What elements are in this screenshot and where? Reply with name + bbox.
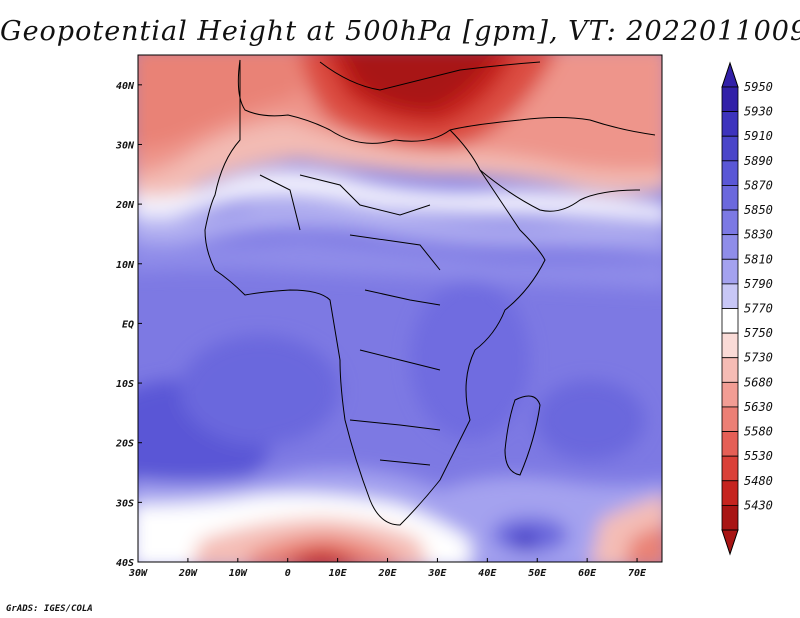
lat-tick-label: 40N [116, 81, 135, 92]
colorbar-swatch [721, 209, 739, 236]
colorbar-bottom-arrow [721, 529, 739, 556]
colorbar-swatch [721, 258, 739, 285]
colorbar-swatch [721, 86, 739, 113]
lat-tick-label: 40S [116, 558, 134, 569]
lon-tick-label: 30E [427, 568, 447, 579]
colorbar-swatch [721, 111, 739, 137]
longitude-axis: 30W 20W 10W 0 10E 20E 30E 40E 50E 60E 70E [128, 558, 647, 579]
colorbar-label: 5480 [744, 474, 773, 488]
colorbar-swatch [721, 234, 739, 260]
colorbar-label: 5680 [744, 375, 773, 389]
height-field [138, 55, 662, 562]
colorbar-label: 5530 [744, 449, 773, 463]
lon-tick-label: 60E [578, 568, 597, 579]
colorbar-label: 5430 [744, 498, 773, 512]
plot-frame [137, 54, 663, 563]
colorbar-label: 5950 [744, 80, 773, 94]
colorbar-label: 5770 [744, 302, 773, 316]
colorbar-label: 5750 [744, 326, 773, 340]
colorbar-label: 5930 [744, 105, 773, 119]
colorbar-swatch [721, 381, 739, 408]
lat-tick-label: 10N [116, 260, 135, 271]
coastlines [204, 59, 656, 526]
colorbar-label: 5790 [744, 277, 773, 291]
lon-tick-label: 0 [285, 568, 291, 579]
lat-tick-label: EQ [122, 319, 134, 330]
colorbar-swatch [721, 455, 739, 482]
colorbar-label: 5910 [744, 129, 773, 143]
lon-tick-label: 70E [628, 568, 647, 579]
colorbar-swatch [721, 185, 739, 211]
lon-tick-label: 20W [178, 568, 198, 579]
lat-tick-label: 20N [115, 200, 135, 211]
colorbar-swatch [721, 160, 739, 186]
lon-tick-label: 10E [329, 568, 348, 579]
colorbar-label: 5870 [744, 178, 773, 192]
lon-tick-label: 20E [377, 568, 397, 579]
colorbar-swatch [721, 406, 739, 432]
colorbar-label: 5810 [744, 252, 773, 266]
colorbar-label: 5580 [744, 425, 773, 439]
latitude-axis: 40N 30N 20N 10N EQ 10S 20S 30S 40S [115, 81, 142, 569]
lat-tick-label: 10S [116, 379, 134, 390]
colorbar-swatch [721, 332, 739, 359]
colorbar-swatch [721, 357, 739, 383]
colorbar-swatch [721, 308, 739, 334]
colorbar-swatch [721, 135, 739, 162]
colorbar-label: 5890 [744, 154, 773, 168]
colorbar-label: 5630 [744, 400, 773, 414]
lon-tick-label: 50E [528, 568, 547, 579]
lat-tick-label: 30N [115, 140, 135, 151]
lat-tick-label: 20S [115, 439, 134, 450]
lat-tick-label: 30S [115, 498, 134, 509]
colorbar-swatch [721, 504, 739, 531]
colorbar-swatch [721, 431, 739, 457]
colorbar-label: 5830 [744, 228, 773, 242]
credit-text: GrADS: IGES/COLA [6, 604, 93, 614]
colorbar-label: 5730 [744, 351, 773, 365]
map-title: Geopotential Height at 500hPa [gpm], VT:… [0, 16, 800, 47]
colorbar: 5950 5930 5910 5890 5870 5850 5830 5810 5790 5770… [721, 61, 773, 556]
colorbar-swatch [721, 480, 739, 506]
lon-tick-label: 10W [229, 568, 248, 579]
lon-tick-label: 40E [478, 568, 497, 579]
colorbar-swatch [721, 283, 739, 309]
lon-tick-label: 30W [128, 568, 148, 579]
colorbar-top-arrow [721, 61, 739, 88]
colorbar-label: 5850 [744, 203, 773, 217]
